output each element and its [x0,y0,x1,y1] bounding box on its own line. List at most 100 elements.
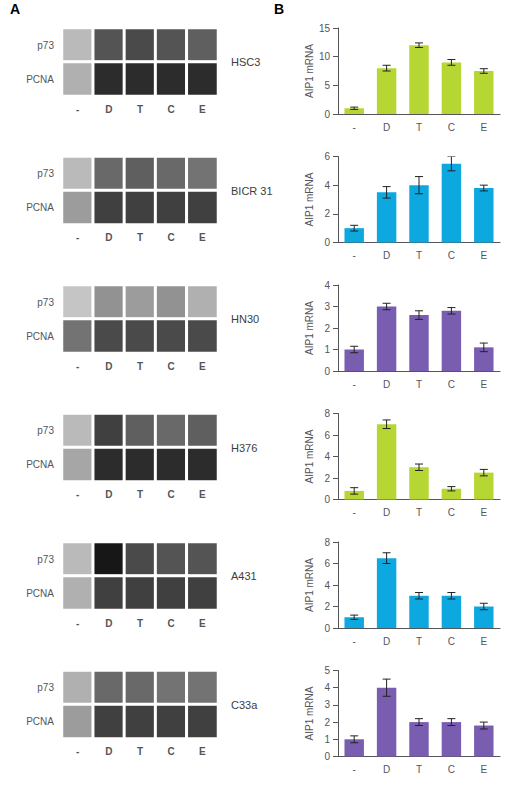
svg-text:E: E [480,250,487,261]
svg-text:0: 0 [324,623,330,634]
svg-text:0: 0 [324,237,330,248]
svg-text:PCNA: PCNA [26,459,54,470]
svg-text:-: - [76,232,79,243]
svg-text:-: - [76,746,79,757]
svg-text:AIP1 mRNA: AIP1 mRNA [304,429,315,483]
svg-text:E: E [480,379,487,390]
svg-text:B: B [274,1,284,17]
svg-text:PCNA: PCNA [26,716,54,727]
svg-text:T: T [137,746,143,757]
svg-text:0: 0 [324,494,330,505]
svg-text:H376: H376 [231,442,257,454]
svg-text:p73: p73 [37,554,54,565]
svg-text:T: T [416,122,422,133]
svg-text:C: C [168,232,175,243]
svg-text:D: D [383,379,390,390]
svg-text:15: 15 [319,23,331,34]
svg-text:2: 2 [324,208,330,219]
svg-text:p73: p73 [37,297,54,308]
svg-text:0: 0 [324,366,330,377]
svg-text:T: T [416,764,422,775]
svg-text:T: T [137,232,143,243]
svg-text:HN30: HN30 [231,313,259,325]
svg-text:PCNA: PCNA [26,331,54,342]
svg-text:AIP1 mRNA: AIP1 mRNA [304,172,315,226]
svg-text:p73: p73 [37,40,54,51]
svg-text:2: 2 [324,323,330,334]
svg-text:2: 2 [324,473,330,484]
svg-text:T: T [416,636,422,647]
svg-text:D: D [383,507,390,518]
svg-text:10: 10 [319,51,331,62]
svg-text:4: 4 [324,580,330,591]
svg-text:C: C [168,489,175,500]
svg-text:-: - [353,764,356,775]
svg-text:p73: p73 [37,425,54,436]
svg-text:-: - [76,618,79,629]
svg-text:E: E [480,636,487,647]
svg-text:D: D [105,746,112,757]
svg-text:C: C [168,361,175,372]
svg-text:-: - [76,361,79,372]
svg-text:E: E [199,361,206,372]
svg-text:D: D [383,636,390,647]
svg-text:C: C [168,746,175,757]
svg-text:6: 6 [324,151,330,162]
svg-text:C: C [448,507,455,518]
svg-text:C: C [448,122,455,133]
svg-text:PCNA: PCNA [26,588,54,599]
svg-text:E: E [199,104,206,115]
svg-text:T: T [416,250,422,261]
svg-text:6: 6 [324,558,330,569]
svg-text:E: E [199,746,206,757]
svg-text:E: E [199,618,206,629]
svg-text:AIP1 mRNA: AIP1 mRNA [304,686,315,740]
svg-text:2: 2 [324,601,330,612]
svg-text:D: D [383,250,390,261]
svg-text:E: E [480,764,487,775]
svg-text:4: 4 [324,180,330,191]
svg-text:E: E [199,232,206,243]
svg-text:3: 3 [324,301,330,312]
svg-text:-: - [353,507,356,518]
svg-text:p73: p73 [37,168,54,179]
svg-text:E: E [480,122,487,133]
svg-text:-: - [76,104,79,115]
svg-text:D: D [105,104,112,115]
svg-text:D: D [383,122,390,133]
svg-text:T: T [137,618,143,629]
svg-text:2: 2 [324,717,330,728]
svg-text:4: 4 [324,280,330,291]
svg-text:C33a: C33a [231,699,258,711]
svg-text:C: C [448,764,455,775]
svg-text:D: D [383,764,390,775]
svg-text:AIP1 mRNA: AIP1 mRNA [304,558,315,612]
svg-text:5: 5 [324,80,330,91]
svg-text:-: - [353,250,356,261]
svg-text:4: 4 [324,451,330,462]
svg-text:-: - [353,379,356,390]
svg-text:-: - [76,489,79,500]
svg-text:E: E [199,489,206,500]
svg-text:C: C [168,618,175,629]
svg-text:p73: p73 [37,682,54,693]
svg-text:4: 4 [324,682,330,693]
svg-text:C: C [448,379,455,390]
svg-text:8: 8 [324,408,330,419]
svg-text:PCNA: PCNA [26,74,54,85]
svg-text:-: - [353,636,356,647]
svg-text:E: E [480,507,487,518]
svg-text:HSC3: HSC3 [231,56,260,68]
svg-text:C: C [448,636,455,647]
svg-text:C: C [168,104,175,115]
svg-text:C: C [448,250,455,261]
svg-text:T: T [416,507,422,518]
svg-text:3: 3 [324,699,330,710]
svg-text:T: T [416,379,422,390]
svg-text:1: 1 [324,734,330,745]
svg-text:-: - [353,122,356,133]
svg-text:0: 0 [324,109,330,120]
svg-text:AIP1 mRNA: AIP1 mRNA [304,301,315,355]
svg-text:8: 8 [324,537,330,548]
svg-text:D: D [105,361,112,372]
